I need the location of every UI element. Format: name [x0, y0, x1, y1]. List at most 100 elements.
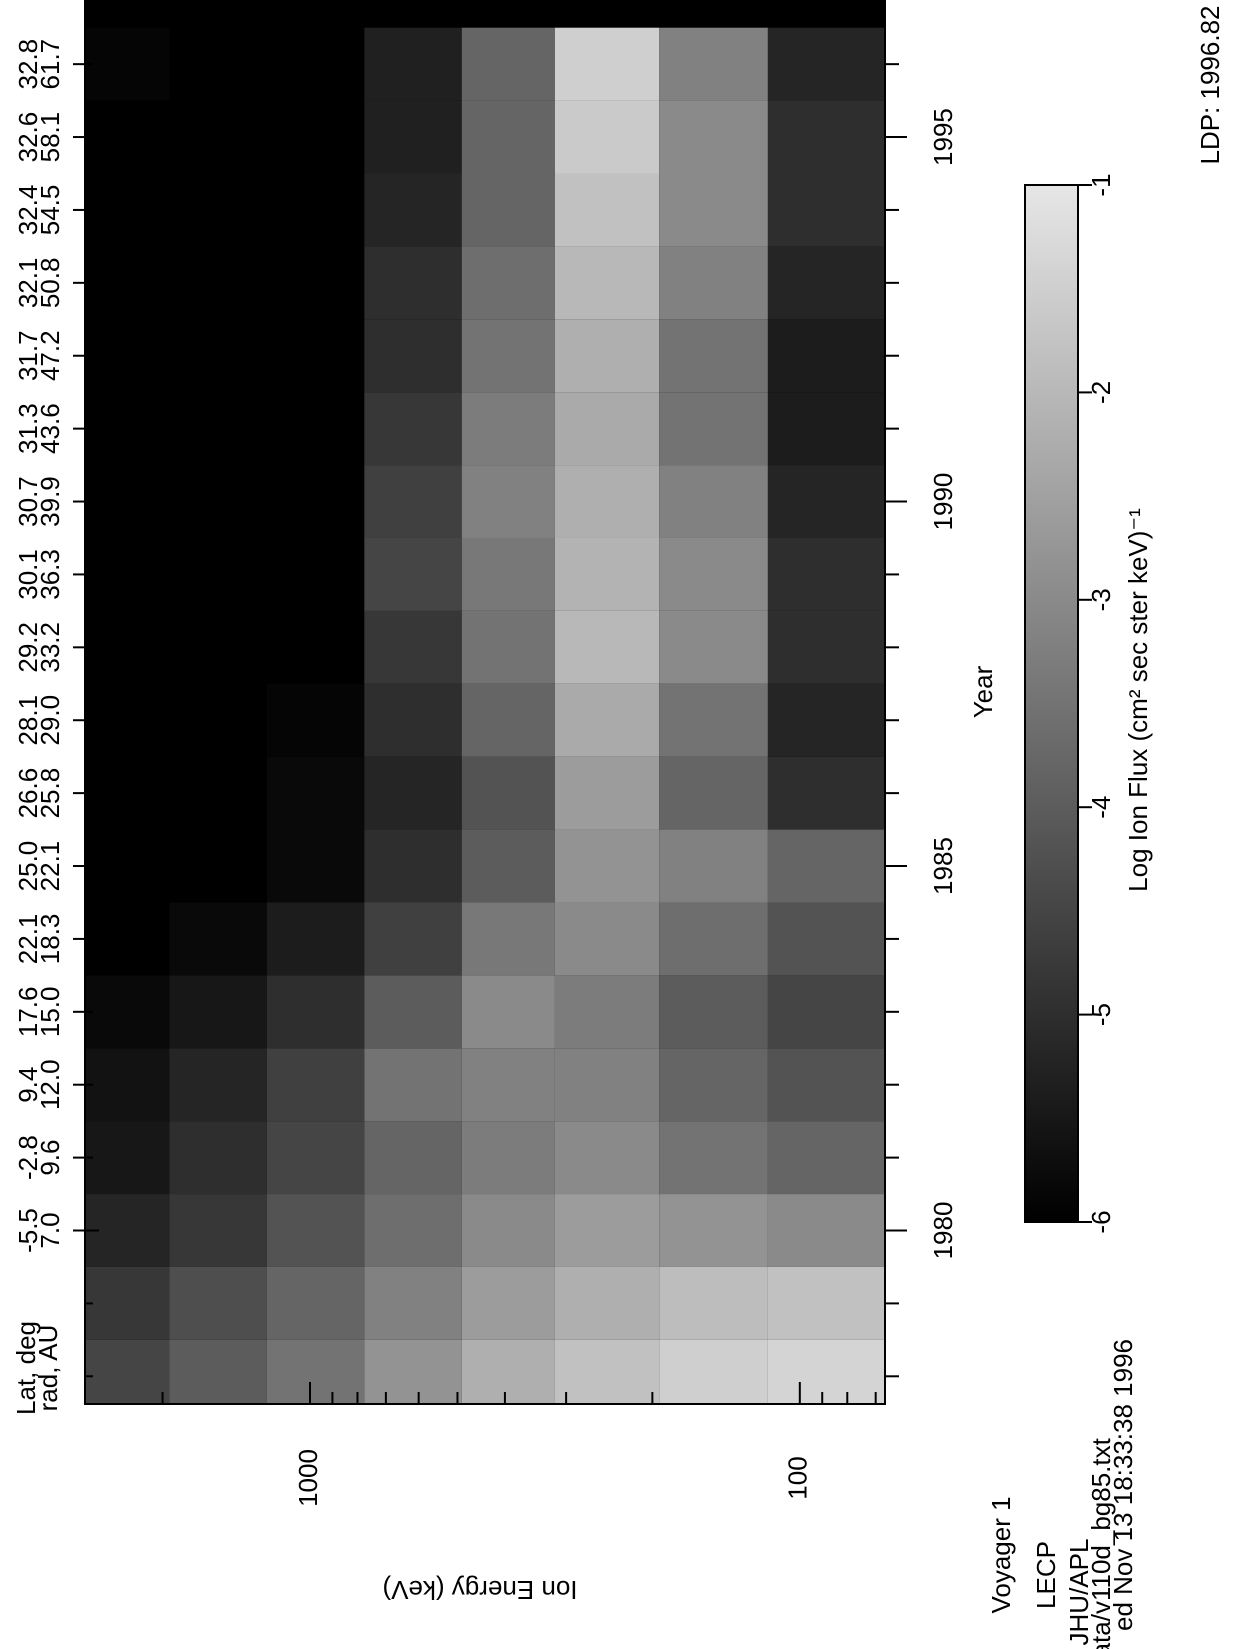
- heatmap-cell: [461, 537, 555, 611]
- heatmap-cell: [554, 975, 660, 1049]
- heatmap-cell: [169, 902, 267, 976]
- heatmap-cell: [169, 683, 267, 757]
- heatmap-cell: [364, 1266, 462, 1340]
- heatmap-cell: [364, 610, 462, 684]
- rad-label: 15.0: [35, 987, 65, 1038]
- heatmap-cell: [554, 756, 660, 830]
- heatmap-cell: [461, 465, 555, 538]
- rad-label: 36.3: [35, 549, 65, 600]
- heatmap-cell: [767, 246, 885, 320]
- heatmap-cell: [461, 756, 555, 830]
- lat-label: 28.1: [13, 695, 43, 746]
- heatmap-cell: [767, 1194, 885, 1267]
- heatmap-cell: [659, 610, 768, 684]
- heatmap-cell: [364, 173, 462, 247]
- heatmap-cell: [364, 756, 462, 830]
- y-tick-label: 1000: [293, 1449, 323, 1507]
- heatmap-cell: [767, 683, 885, 757]
- lat-label: 30.1: [13, 549, 43, 600]
- heatmap-cell: [169, 465, 267, 538]
- lat-label: 31.3: [13, 403, 43, 454]
- heatmap-cell: [554, 173, 660, 247]
- lat-label: 29.2: [13, 622, 43, 673]
- heatmap-cell: [169, 829, 267, 903]
- heatmap-cell: [659, 173, 768, 247]
- rad-label: 12.0: [35, 1059, 65, 1110]
- heatmap-cell: [659, 756, 768, 830]
- colorbar-label: Log Ion Flux (cm² sec ster keV)⁻¹: [1123, 508, 1153, 892]
- heatmap-cell: [461, 392, 555, 466]
- heatmap-cell: [554, 829, 660, 903]
- heatmap-cell: [767, 465, 885, 538]
- heatmap-cell: [659, 902, 768, 976]
- colorbar-tick-label: -3: [1086, 588, 1116, 611]
- heatmap-cell: [169, 756, 267, 830]
- lat-label: 26.6: [13, 768, 43, 819]
- heatmap-cell: [554, 537, 660, 611]
- heatmap-cell: [659, 246, 768, 320]
- spacecraft: Voyager 1: [986, 1496, 1016, 1613]
- lat-label: 32.8: [13, 39, 43, 90]
- heatmap-cell: [554, 902, 660, 976]
- heatmap-cell: [85, 465, 170, 538]
- heatmap-cell: [169, 173, 267, 247]
- x-tick-label: 1990: [928, 473, 958, 531]
- heatmap-cell: [85, 1339, 170, 1404]
- heatmap-cell: [85, 683, 170, 757]
- heatmap-cell: [266, 392, 365, 466]
- rad-label: 43.6: [35, 403, 65, 454]
- heatmap-cell: [659, 1339, 768, 1404]
- heatmap-cell: [266, 100, 365, 174]
- heatmap-cell: [364, 1048, 462, 1122]
- x-tick-label: 1995: [928, 108, 958, 166]
- colorbar-tick-label: -6: [1086, 1210, 1116, 1233]
- heatmap-cell: [554, 1339, 660, 1404]
- heatmap-cell: [85, 756, 170, 830]
- institution: JHU/APL: [1064, 1539, 1094, 1646]
- heatmap-cell: [461, 610, 555, 684]
- heatmap-cell: [364, 1339, 462, 1404]
- heatmap-cell: [554, 1121, 660, 1195]
- colorbar-tick-label: -4: [1086, 796, 1116, 819]
- heatmap-cell: [659, 537, 768, 611]
- heatmap-cell: [659, 1048, 768, 1122]
- heatmap-cell: [169, 537, 267, 611]
- heatmap-cell: [767, 392, 885, 466]
- y-tick-label: 100: [783, 1456, 813, 1499]
- heatmap-cell: [554, 246, 660, 320]
- heatmap-cell: [169, 100, 267, 174]
- heatmap-cell: [364, 27, 462, 101]
- heatmap-cell: [364, 975, 462, 1049]
- colorbar-tick-label: -1: [1086, 173, 1116, 196]
- heatmap-cell: [767, 610, 885, 684]
- heatmap-cell: [659, 1194, 768, 1267]
- heatmap-cell: [461, 975, 555, 1049]
- heatmap-cell: [554, 610, 660, 684]
- heatmap-cell: [659, 975, 768, 1049]
- rad-label: 39.9: [35, 476, 65, 527]
- heatmap-cell: [767, 829, 885, 903]
- heatmap-cell: [767, 100, 885, 174]
- rad-label: 47.2: [35, 330, 65, 381]
- heatmap-cell: [767, 1121, 885, 1195]
- heatmap-cell: [266, 683, 365, 757]
- lat-label: 17.6: [13, 987, 43, 1038]
- heatmap-cell: [85, 392, 170, 466]
- heatmap-cell: [169, 1194, 267, 1267]
- lat-label: 31.7: [13, 330, 43, 381]
- rad-label: 50.8: [35, 258, 65, 309]
- heatmap-cell: [364, 1194, 462, 1267]
- heatmap-cell: [554, 100, 660, 174]
- heatmap-cell: [659, 465, 768, 538]
- rad-label: 22.1: [35, 841, 65, 892]
- lat-label: 32.6: [13, 112, 43, 163]
- lat-label: 22.1: [13, 914, 43, 965]
- heatmap-cell: [554, 319, 660, 393]
- heatmap-cell: [659, 683, 768, 757]
- heatmap-cell: [554, 683, 660, 757]
- heatmap-cell: [266, 465, 365, 538]
- heatmap-cell: [554, 1266, 660, 1340]
- heatmap-cell: [266, 319, 365, 393]
